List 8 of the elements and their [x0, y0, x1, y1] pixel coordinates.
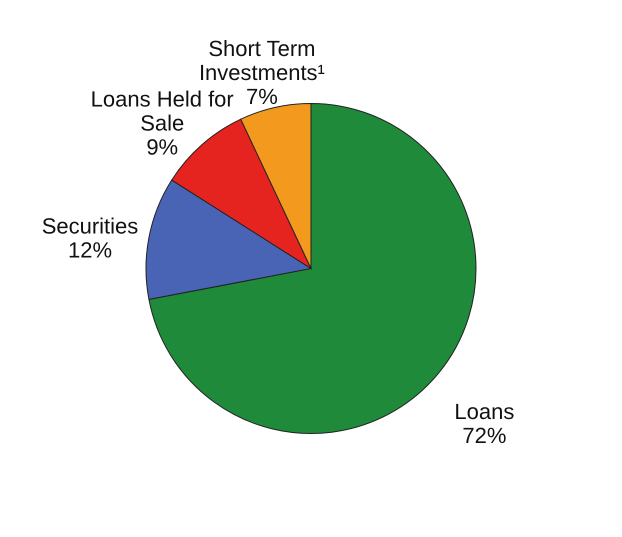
data-label: 9%: [146, 134, 178, 160]
slice-label: Short Term Investments¹: [198, 36, 325, 85]
data-label: 72%: [462, 422, 506, 448]
data-label: 7%: [246, 84, 278, 109]
slice-label: Loans: [454, 398, 514, 424]
slice-label: Securities: [42, 213, 138, 238]
data-label: 12%: [68, 237, 112, 262]
slice-label: Loans Held for Sale: [90, 86, 234, 136]
